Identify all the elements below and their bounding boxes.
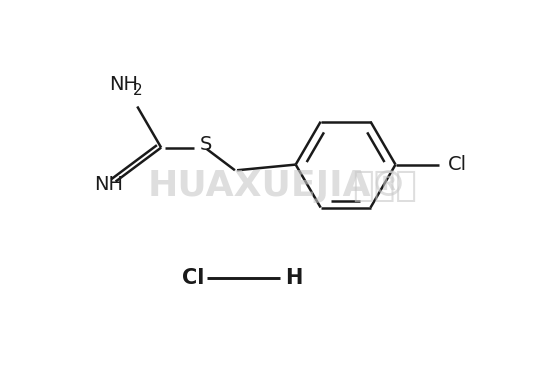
Text: S: S <box>200 135 213 154</box>
Text: 化学加: 化学加 <box>352 169 417 203</box>
Text: 2: 2 <box>133 83 143 98</box>
Text: HUAXUEJIA®: HUAXUEJIA® <box>148 169 408 203</box>
Text: H: H <box>285 268 302 288</box>
Text: Cl: Cl <box>447 155 466 174</box>
Text: Cl: Cl <box>182 268 204 288</box>
Text: NH: NH <box>109 75 138 94</box>
Text: NH: NH <box>94 175 123 194</box>
